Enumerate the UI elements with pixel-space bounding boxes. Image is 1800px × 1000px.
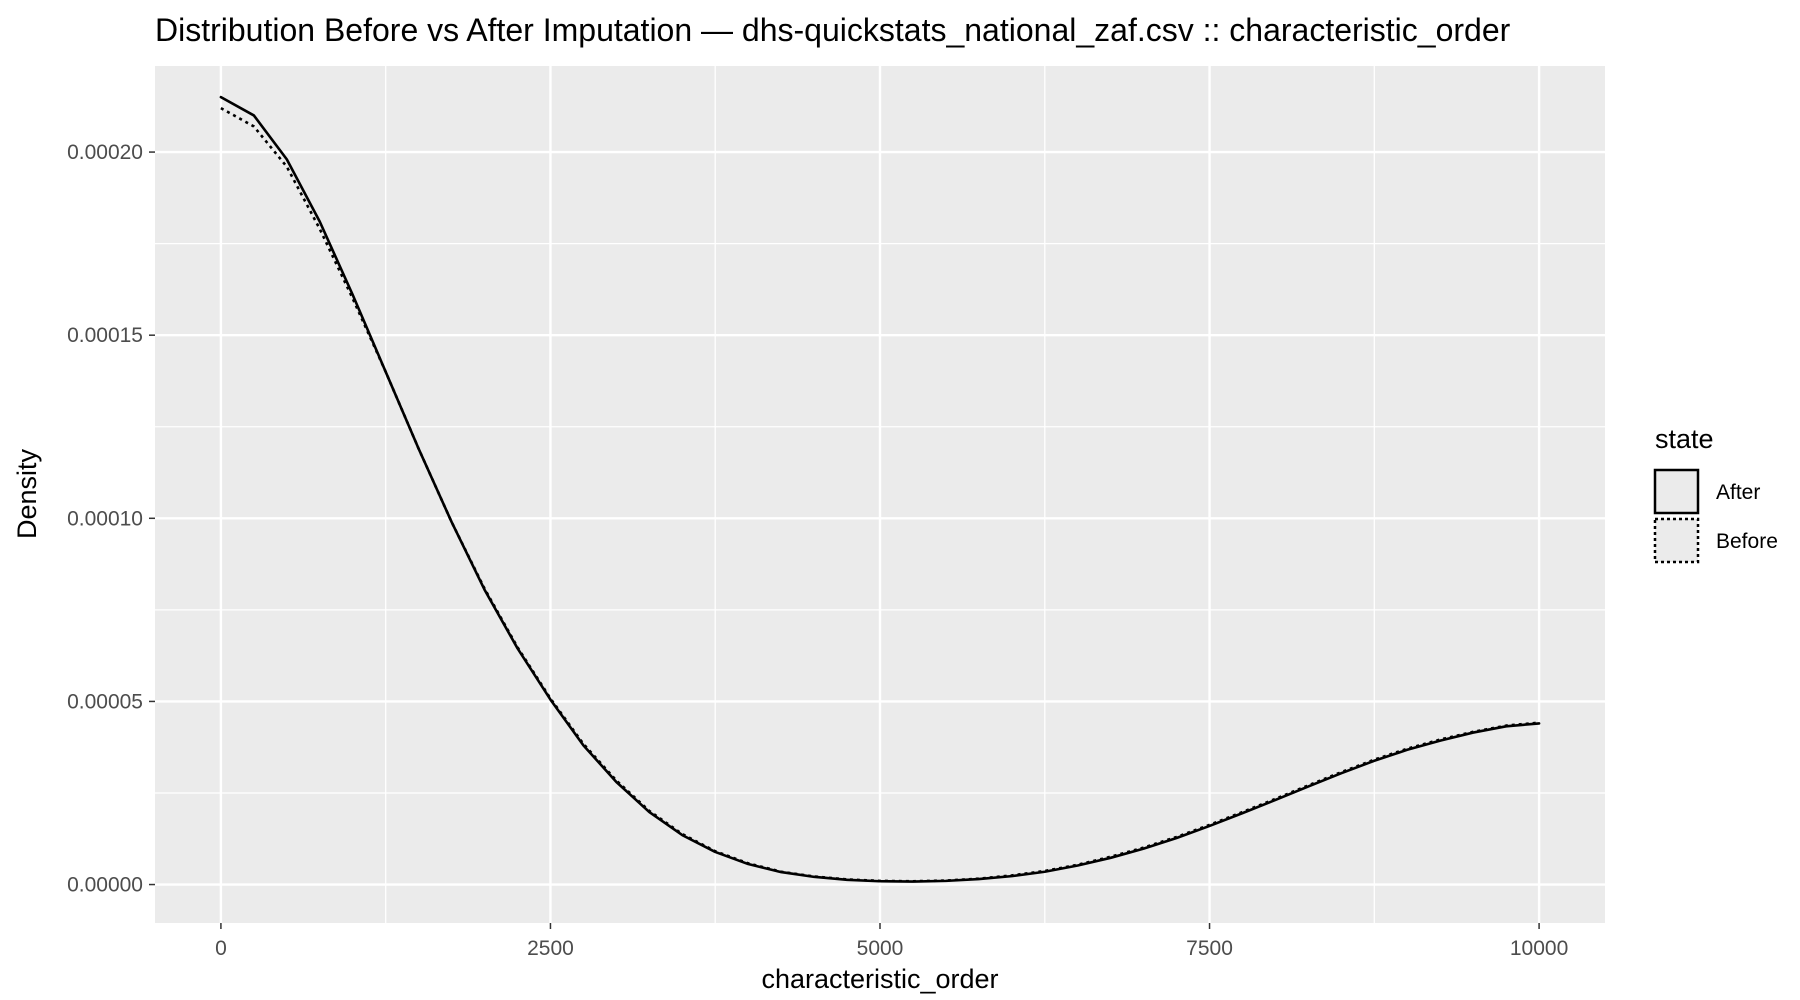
x-tick-label: 7500 (1186, 937, 1233, 960)
legend-title: state (1655, 424, 1714, 454)
legend-key-before (1653, 517, 1700, 564)
grid-major-lines (155, 66, 1605, 923)
y-tick-label: 0.00015 (67, 324, 143, 347)
y-tick-label: 0.00020 (67, 141, 143, 164)
legend-label-after: After (1716, 481, 1760, 504)
x-tick-label: 5000 (857, 937, 904, 960)
x-axis: 0 2500 5000 7500 10000 (215, 923, 1568, 960)
x-tick-label: 10000 (1510, 937, 1568, 960)
legend: state After Before (1653, 424, 1778, 564)
chart-title: Distribution Before vs After Imputation … (155, 12, 1511, 48)
series-lines (219, 95, 1541, 883)
series-line-before (220, 106, 1540, 883)
legend-label-before: Before (1716, 530, 1778, 553)
legend-key-after (1653, 468, 1700, 515)
x-axis-title: characteristic_order (761, 964, 998, 994)
y-tick-label: 0.00000 (67, 874, 143, 897)
y-tick-label: 0.00005 (67, 690, 143, 713)
x-tick-label: 2500 (527, 937, 574, 960)
y-axis-title: Density (12, 448, 42, 539)
y-axis: 0.00000 0.00005 0.00010 0.00015 0.00020 (67, 141, 155, 897)
legend-item-after: After (1653, 468, 1760, 515)
y-tick-label: 0.00010 (67, 507, 143, 530)
legend-item-before: Before (1653, 517, 1778, 564)
x-tick-label: 0 (215, 937, 227, 960)
